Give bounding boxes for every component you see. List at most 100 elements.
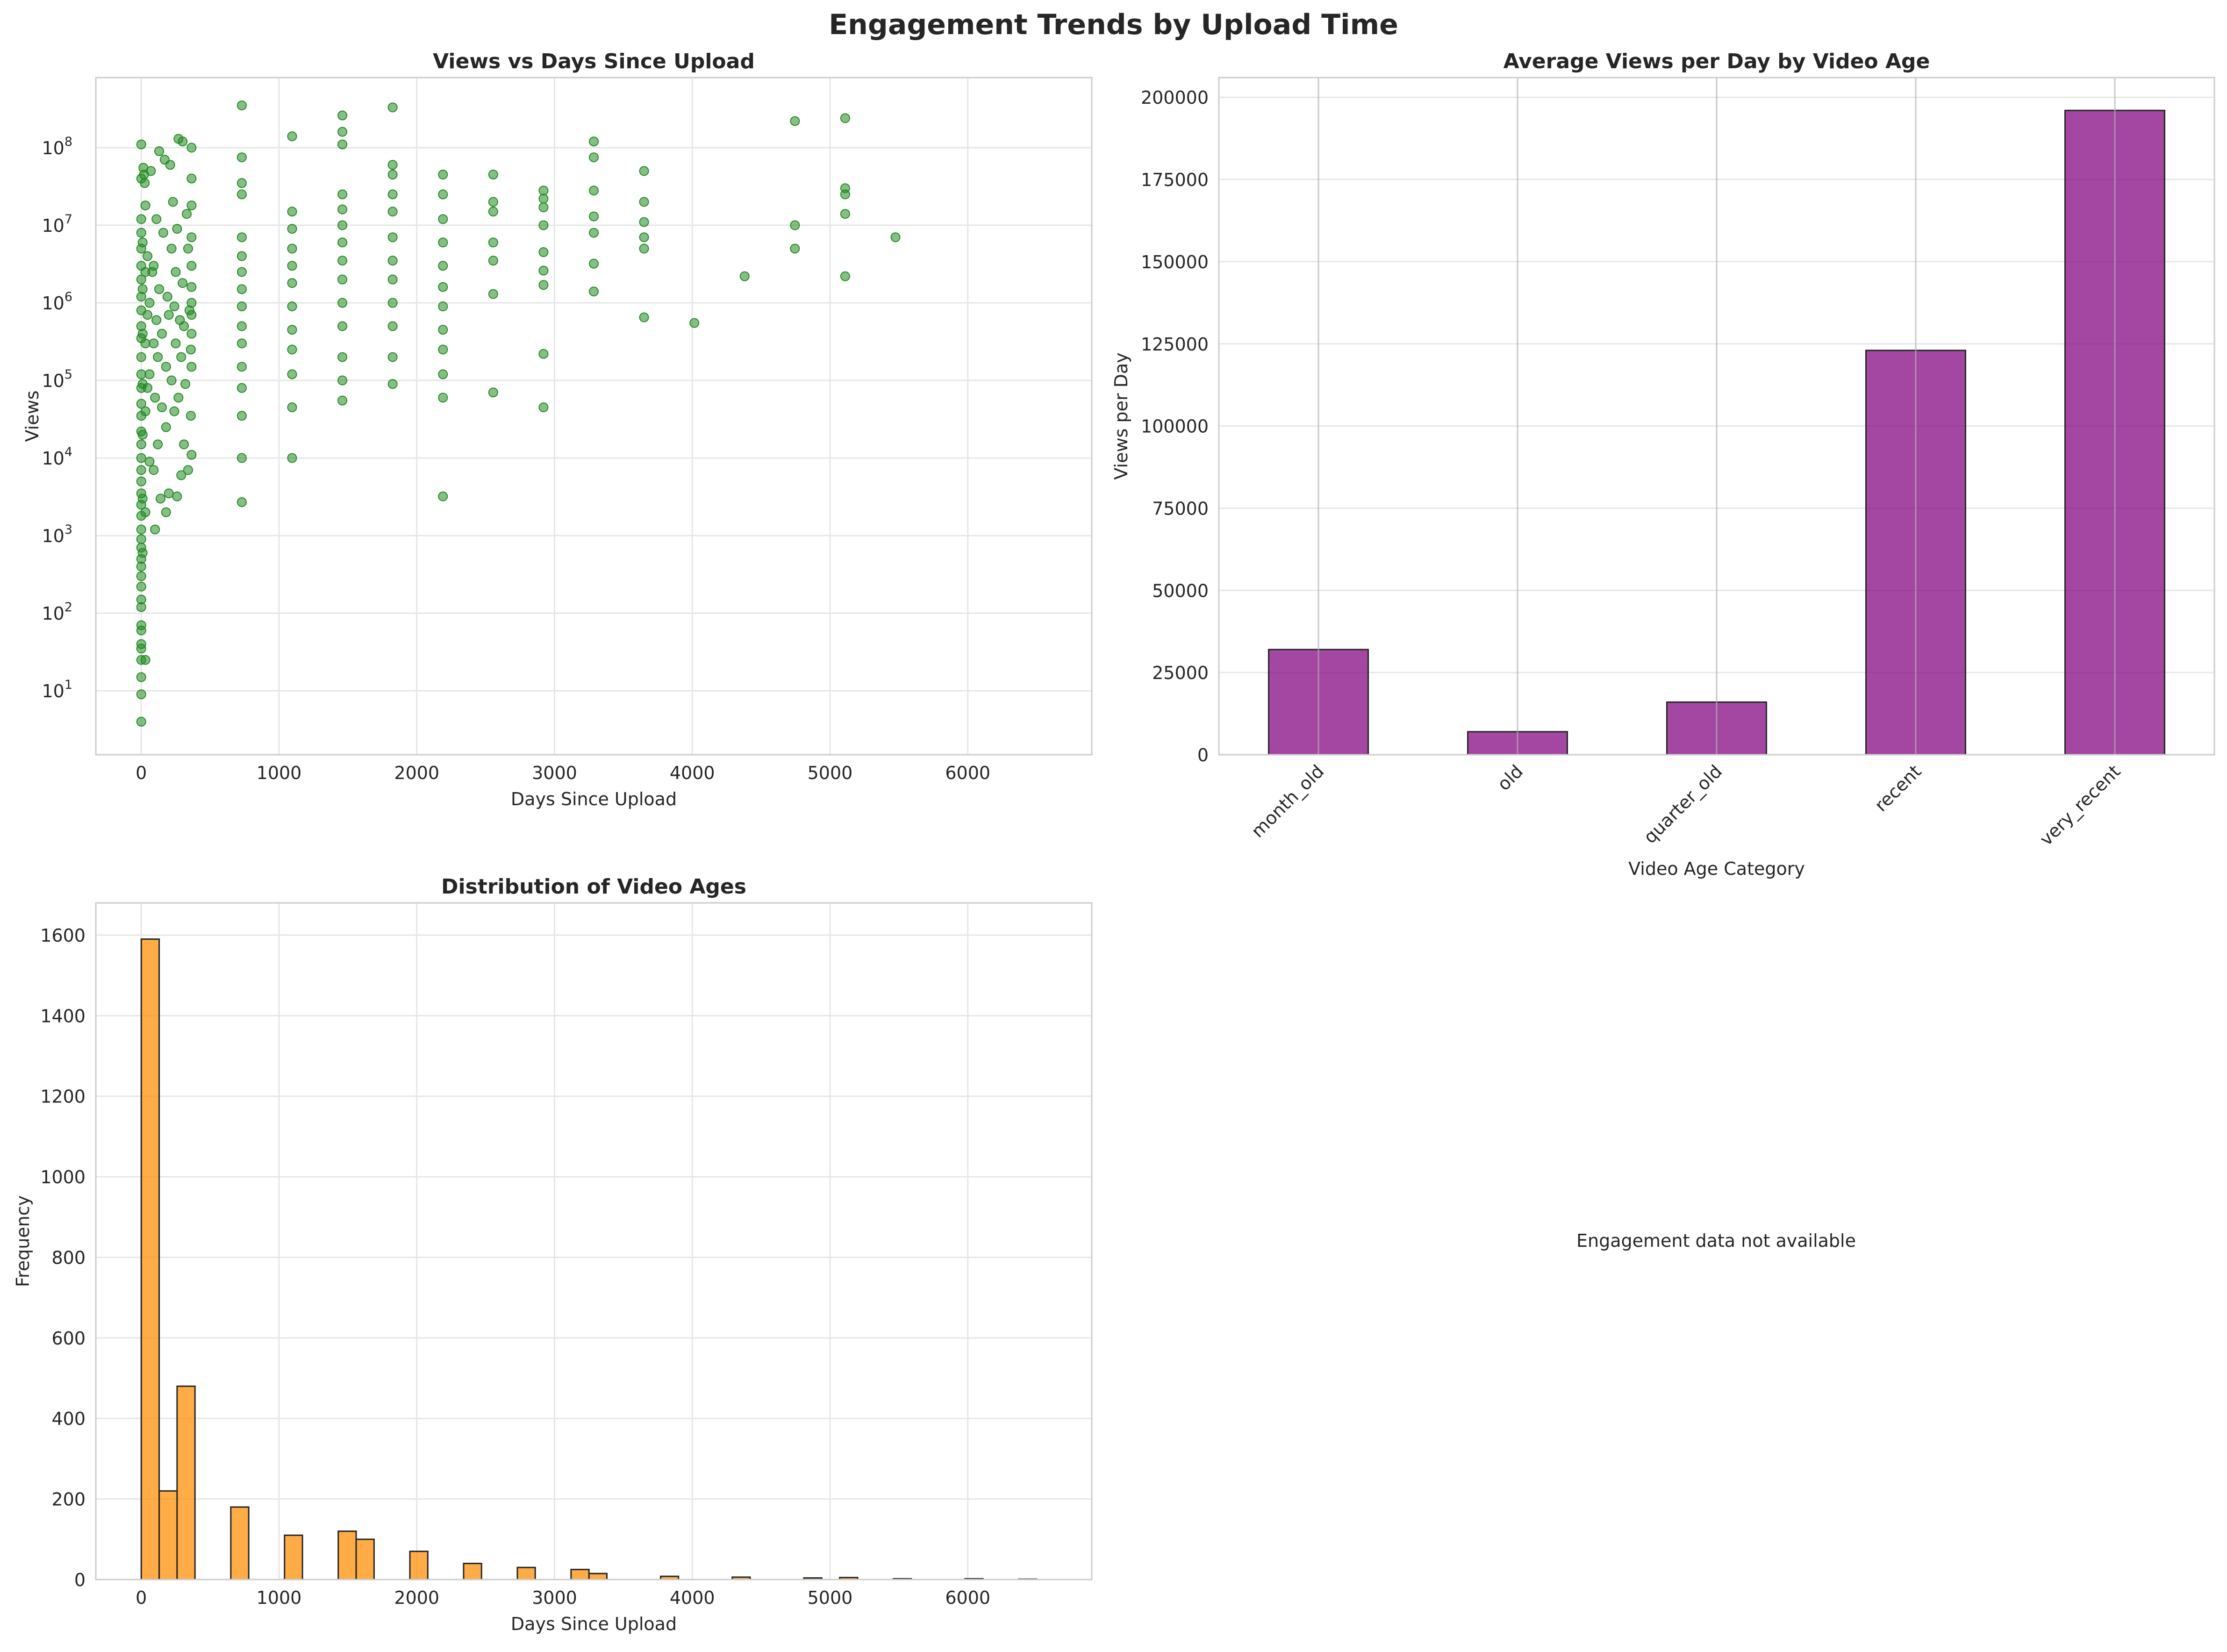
bar-x-tick-label: recent [1870, 761, 1925, 815]
histogram-y-tick-label: 600 [51, 1328, 86, 1349]
scatter-point [387, 102, 398, 113]
scatter-point [538, 202, 549, 213]
histogram-x-tick-label: 0 [136, 1588, 147, 1608]
scatter-point [136, 672, 146, 682]
scatter-point [337, 189, 348, 200]
histogram-y-axis-label: Frequency [13, 1195, 33, 1287]
scatter-point [236, 251, 247, 261]
bar-x-tick-label: month_old [1247, 761, 1328, 842]
scatter-point [790, 116, 800, 126]
histogram-x-tick-label: 4000 [670, 1588, 715, 1608]
scatter-point [171, 267, 181, 277]
histogram-x-tick-label: 3000 [532, 1588, 577, 1608]
scatter-point [438, 237, 448, 248]
scatter-point [168, 197, 178, 207]
scatter-point [171, 338, 181, 349]
scatter-point [287, 369, 297, 379]
scatter-point [236, 497, 247, 508]
scatter-point [140, 655, 150, 665]
scatter-point [161, 362, 171, 372]
scatter-y-tick-label: 106 [42, 290, 72, 314]
scatter-title: Views vs Days Since Upload [433, 50, 755, 73]
bar-title: Average Views per Day by Video Age [1504, 50, 1930, 73]
histogram-bar [516, 1566, 536, 1580]
histogram-y-tick-label: 400 [51, 1409, 86, 1429]
scatter-point [182, 209, 192, 219]
empty-panel-message: Engagement data not available [1576, 1230, 1856, 1251]
scatter-point [136, 639, 146, 649]
scatter-point [150, 524, 160, 535]
scatter-point [337, 110, 348, 121]
scatter-point [387, 189, 398, 200]
scatter-y-tick-exponent: 6 [64, 290, 72, 304]
bar-frame [1218, 77, 2215, 756]
scatter-point [488, 387, 498, 398]
scatter-point [438, 369, 448, 379]
histogram-y-tick-label: 1400 [40, 1006, 86, 1026]
scatter-y-tick-label: 103 [42, 522, 72, 546]
bar-x-axis-label: Video Age Category [1628, 858, 1805, 879]
scatter-x-tick-label: 0 [136, 763, 147, 783]
scatter-point [438, 282, 448, 292]
scatter-y-tick-label: 105 [42, 367, 72, 391]
scatter-point [337, 321, 348, 331]
scatter-point [438, 301, 448, 312]
scatter-point [137, 284, 148, 294]
bar-bars [1268, 78, 2165, 756]
scatter-point [287, 453, 297, 463]
histogram-x-tick-label: 5000 [808, 1588, 853, 1608]
scatter-point [689, 318, 700, 328]
scatter-point [172, 224, 182, 234]
scatter-y-tick-exponent: 5 [64, 367, 72, 382]
bar-x-tick-label: very_recent [2036, 761, 2125, 850]
scatter-point [639, 243, 649, 254]
histogram-bar [570, 1568, 590, 1580]
scatter-point [186, 173, 197, 184]
scatter-x-tick-label: 3000 [532, 763, 577, 783]
scatter-point [387, 274, 398, 285]
scatter-point [438, 325, 448, 335]
scatter-point [337, 139, 348, 150]
scatter-point [236, 383, 247, 393]
scatter-point [488, 197, 498, 207]
scatter-point [137, 493, 148, 504]
bar-y-tick-label: 0 [1197, 745, 1209, 765]
scatter-point [387, 256, 398, 266]
scatter-point [840, 271, 850, 281]
scatter-point [488, 289, 498, 299]
histogram-x-axis-label: Days Since Upload [511, 1614, 677, 1634]
scatter-y-tick-label: 101 [42, 678, 72, 701]
scatter-point [153, 439, 163, 450]
scatter-point [236, 267, 247, 277]
scatter-point [337, 256, 348, 266]
scatter-point [136, 214, 146, 224]
scatter-point [136, 228, 146, 238]
scatter-point [178, 136, 188, 147]
histogram-plot-area [96, 903, 1092, 1580]
scatter-point [186, 143, 197, 153]
scatter-point [136, 139, 146, 150]
scatter-point [176, 470, 186, 480]
scatter-points [136, 100, 901, 727]
scatter-point [589, 186, 599, 196]
bar-y-tick-label: 175000 [1141, 170, 1209, 190]
scatter-point [438, 261, 448, 271]
scatter-point [186, 261, 197, 271]
scatter-y-axis-label: Views [22, 391, 43, 442]
scatter-grid [96, 78, 1092, 755]
scatter-point [538, 349, 549, 359]
scatter-point [143, 251, 153, 261]
histogram-frame [95, 902, 1093, 1580]
scatter-x-tick-label: 1000 [257, 763, 302, 783]
scatter-point [589, 152, 599, 163]
scatter-point [158, 228, 168, 238]
scatter-point [136, 439, 146, 450]
histogram-title: Distribution of Video Ages [441, 875, 746, 899]
scatter-point [136, 581, 146, 592]
scatter-y-tick-exponent: 1 [64, 678, 72, 692]
bar-y-tick-label: 200000 [1141, 87, 1209, 108]
scatter-point [137, 429, 148, 440]
scatter-point [639, 166, 649, 176]
scatter-point [387, 298, 398, 308]
